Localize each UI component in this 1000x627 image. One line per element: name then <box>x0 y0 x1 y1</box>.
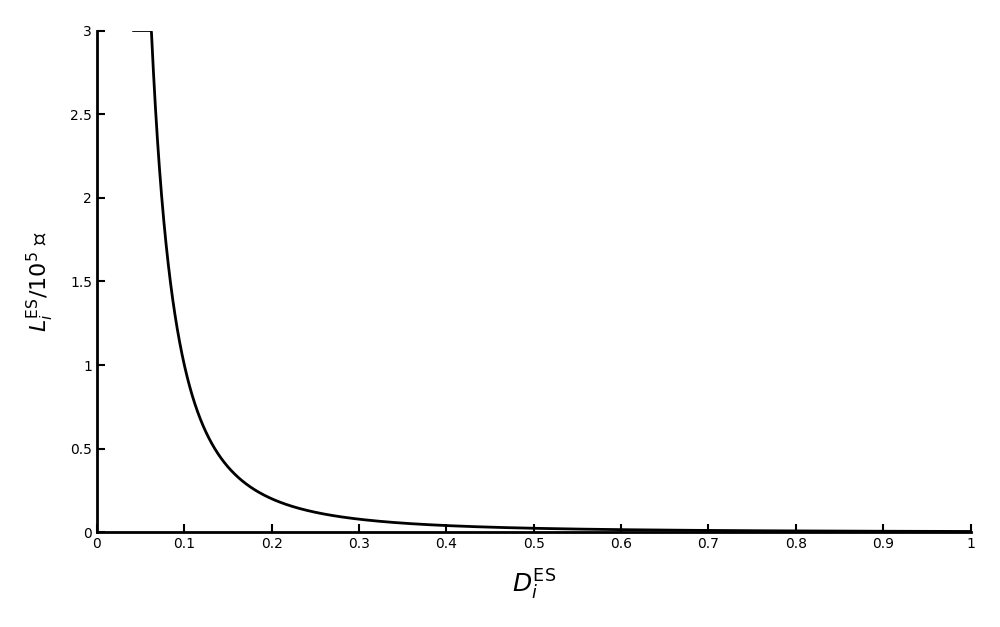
X-axis label: $D_i^{\mathrm{ES}}$: $D_i^{\mathrm{ES}}$ <box>512 568 556 602</box>
Y-axis label: $L_i^{\mathrm{ES}}/10^5$ 次: $L_i^{\mathrm{ES}}/10^5$ 次 <box>25 231 56 332</box>
